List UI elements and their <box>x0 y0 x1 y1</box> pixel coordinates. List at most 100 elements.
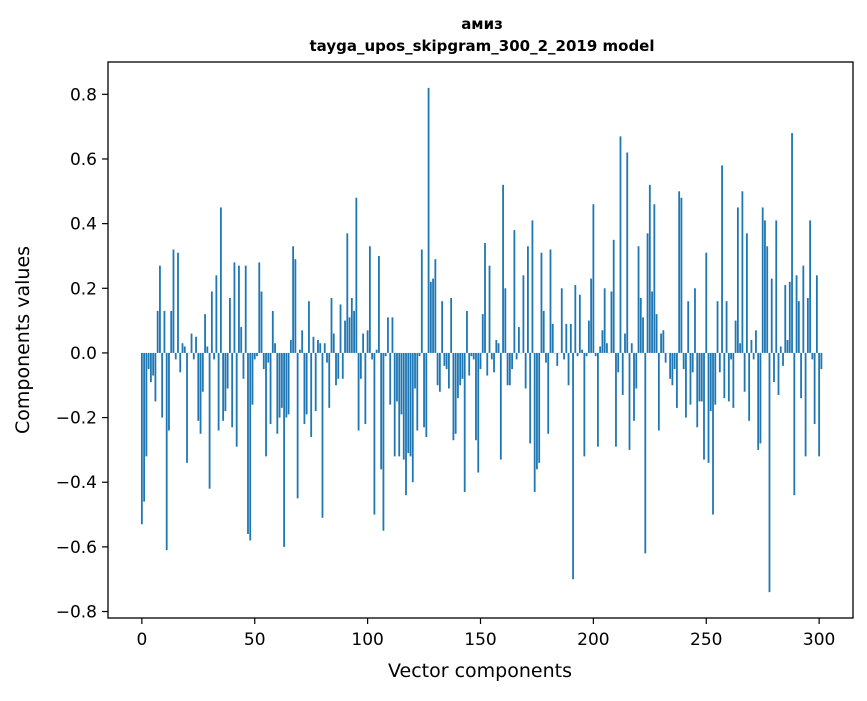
bar <box>726 301 728 353</box>
bar <box>200 353 202 434</box>
chart-title-line-2: tayga_upos_skipgram_300_2_2019 model <box>310 37 655 55</box>
bar <box>326 353 328 363</box>
bar <box>577 353 579 356</box>
bar <box>263 353 265 369</box>
bar <box>751 340 753 353</box>
bar <box>694 288 696 353</box>
bar <box>258 262 260 353</box>
bar <box>299 350 301 353</box>
bar <box>405 353 407 495</box>
bar <box>419 353 421 356</box>
bar <box>802 266 804 353</box>
bar <box>462 353 464 379</box>
bar <box>807 298 809 353</box>
bar <box>209 353 211 489</box>
bar <box>423 353 425 427</box>
bar <box>457 353 459 398</box>
bar <box>486 353 488 376</box>
bar <box>701 353 703 401</box>
bar <box>629 353 631 450</box>
bar <box>766 246 768 353</box>
bar <box>468 353 470 376</box>
bar <box>439 353 441 392</box>
bar <box>563 353 565 359</box>
bar <box>498 343 500 353</box>
bar <box>635 353 637 389</box>
bar <box>443 353 445 366</box>
bar <box>380 353 382 469</box>
bar <box>392 317 394 353</box>
y-tick-label: 0.4 <box>70 215 97 235</box>
bar <box>651 292 653 353</box>
bar <box>615 353 617 447</box>
bar <box>376 350 378 353</box>
bar <box>728 353 730 401</box>
bar <box>502 185 504 353</box>
bar <box>270 353 272 424</box>
bar <box>565 324 567 353</box>
bar <box>218 353 220 431</box>
bar <box>369 246 371 353</box>
bar <box>383 353 385 531</box>
bar <box>161 353 163 418</box>
bar <box>290 340 292 353</box>
bar <box>793 353 795 495</box>
bar <box>721 165 723 352</box>
bar <box>665 353 667 363</box>
bar <box>231 353 233 427</box>
bar <box>448 353 450 389</box>
bar <box>234 262 236 353</box>
bar <box>570 324 572 353</box>
bar <box>432 279 434 353</box>
bar <box>798 301 800 353</box>
bar <box>568 353 570 385</box>
bar <box>778 353 780 395</box>
bar <box>362 334 364 353</box>
bar <box>340 304 342 352</box>
bar <box>464 353 466 492</box>
bar <box>775 220 777 353</box>
bar <box>509 353 511 385</box>
x-tick-label: 0 <box>136 630 147 650</box>
bar <box>313 337 315 353</box>
bar <box>692 353 694 372</box>
bar <box>730 353 732 359</box>
bar <box>681 198 683 353</box>
bar <box>261 292 263 353</box>
bar <box>367 330 369 353</box>
bar <box>787 340 789 353</box>
bar <box>224 353 226 411</box>
bar <box>669 353 671 379</box>
bar <box>385 353 387 356</box>
chart-title-line-1: амиз <box>461 15 503 33</box>
bar <box>281 353 283 408</box>
bar <box>597 353 599 447</box>
bar <box>545 353 547 363</box>
bar <box>757 353 759 450</box>
bar <box>620 136 622 353</box>
bar <box>820 353 822 369</box>
bar <box>288 353 290 414</box>
bar <box>319 343 321 353</box>
bar <box>267 353 269 363</box>
bar <box>304 353 306 424</box>
bar <box>796 275 798 353</box>
bar <box>522 275 524 353</box>
y-tick-label: −0.4 <box>56 473 97 493</box>
bar <box>708 353 710 463</box>
bar <box>297 353 299 498</box>
bar <box>649 185 651 353</box>
bar <box>378 256 380 353</box>
bar <box>536 353 538 469</box>
bar <box>437 353 439 385</box>
bar <box>504 288 506 353</box>
bar <box>480 353 482 369</box>
bar <box>157 311 159 353</box>
bar <box>588 321 590 353</box>
bar <box>699 353 701 401</box>
bar <box>676 353 678 408</box>
bar <box>459 353 461 385</box>
bar <box>410 353 412 456</box>
bar <box>308 301 310 353</box>
bar <box>301 330 303 353</box>
